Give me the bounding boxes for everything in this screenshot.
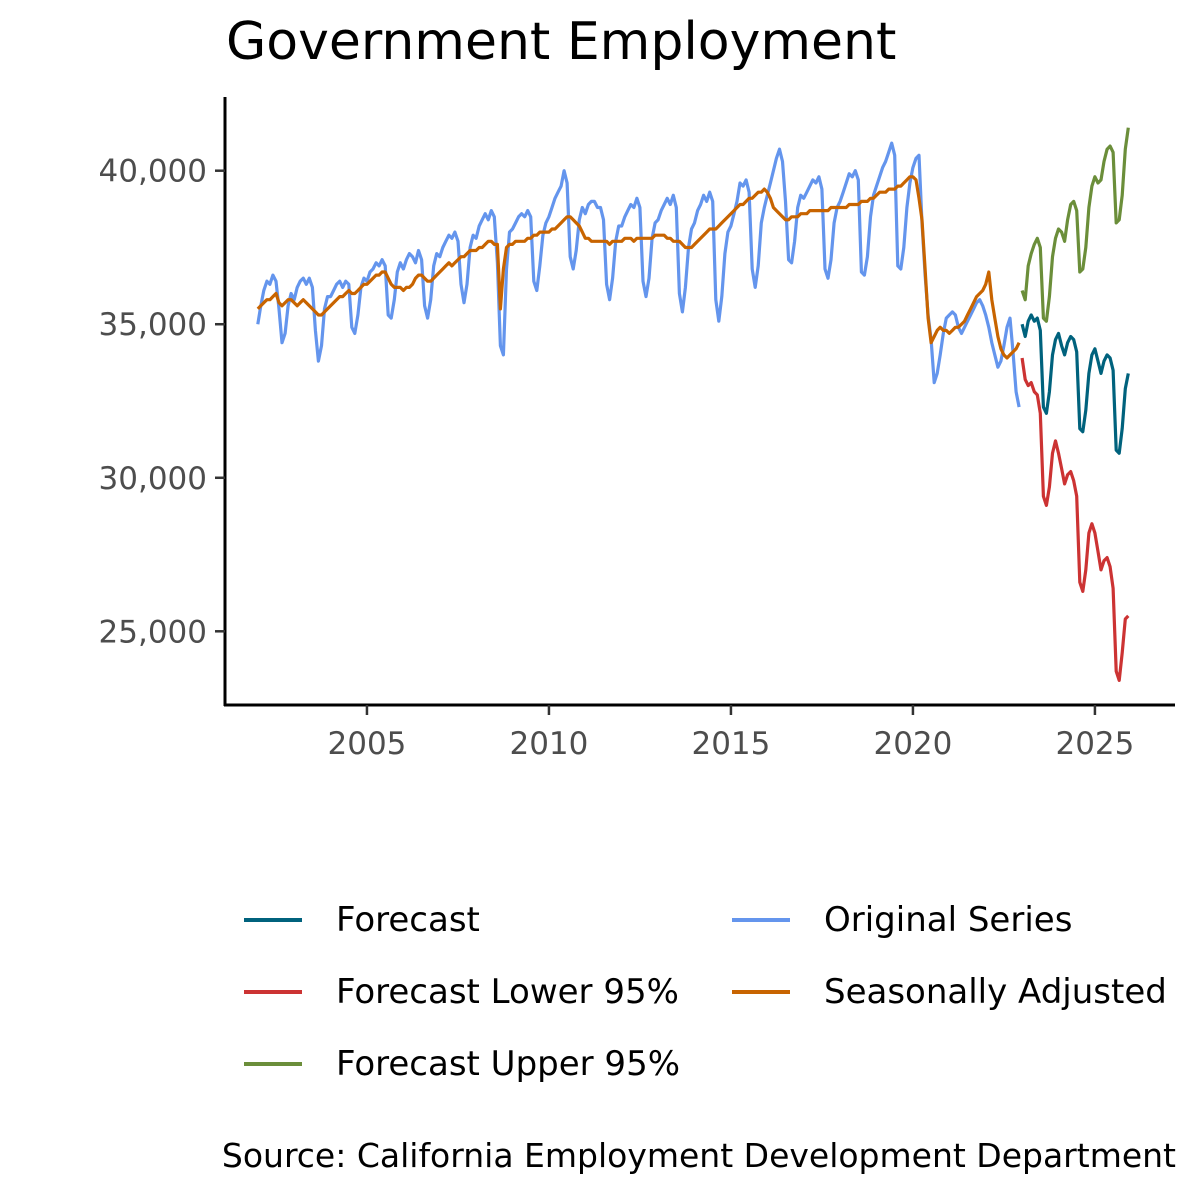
y-tick-label: 40,000 bbox=[99, 154, 207, 190]
y-tick-label: 25,000 bbox=[99, 614, 207, 650]
legend-key-swatch bbox=[244, 918, 302, 922]
series-line-forecast bbox=[1020, 313, 1130, 455]
legend-label: Forecast bbox=[336, 900, 480, 940]
series-layer bbox=[256, 127, 1130, 682]
x-tick-label: 2010 bbox=[509, 726, 588, 762]
series-line-seasonally-adjusted bbox=[256, 175, 1021, 360]
legend-key-swatch bbox=[732, 918, 790, 922]
x-tick-label: 2005 bbox=[328, 726, 407, 762]
legend-key-swatch bbox=[244, 990, 302, 994]
legend-label: Seasonally Adjusted bbox=[824, 972, 1167, 1012]
legend-item-seasonally-adjusted: Seasonally Adjusted bbox=[732, 962, 1167, 1022]
series-line-original-series bbox=[256, 141, 1021, 408]
axis-layer: 25,000 30,000 35,000 40,000 2005 2010 2015 2020… bbox=[99, 97, 1175, 762]
legend-item-forecast: Forecast bbox=[244, 890, 480, 950]
legend-label: Forecast Lower 95% bbox=[336, 972, 679, 1012]
series-line-forecast-upper-95 bbox=[1020, 127, 1130, 323]
chart-title: Government Employment bbox=[226, 12, 897, 72]
x-tick-label: 2025 bbox=[1055, 726, 1134, 762]
y-tick-label: 35,000 bbox=[99, 307, 207, 343]
legend-item-forecast-upper-95: Forecast Upper 95% bbox=[244, 1034, 680, 1094]
x-tick-label: 2020 bbox=[873, 726, 952, 762]
x-tick-label: 2015 bbox=[691, 726, 770, 762]
legend-key-swatch bbox=[732, 990, 790, 994]
y-tick-label: 30,000 bbox=[99, 461, 207, 497]
legend-label: Forecast Upper 95% bbox=[336, 1044, 681, 1084]
chart-caption: Source: California Employment Developmen… bbox=[221, 1136, 1176, 1175]
series-line-forecast-lower-95 bbox=[1020, 357, 1130, 682]
legend-item-original-series: Original Series bbox=[732, 890, 1072, 950]
legend: Forecast Forecast Lower 95% Forecast Upper… bbox=[240, 880, 1200, 1090]
legend-key-swatch bbox=[244, 1062, 302, 1066]
legend-label: Original Series bbox=[824, 900, 1073, 940]
legend-item-forecast-lower-95: Forecast Lower 95% bbox=[244, 962, 679, 1022]
